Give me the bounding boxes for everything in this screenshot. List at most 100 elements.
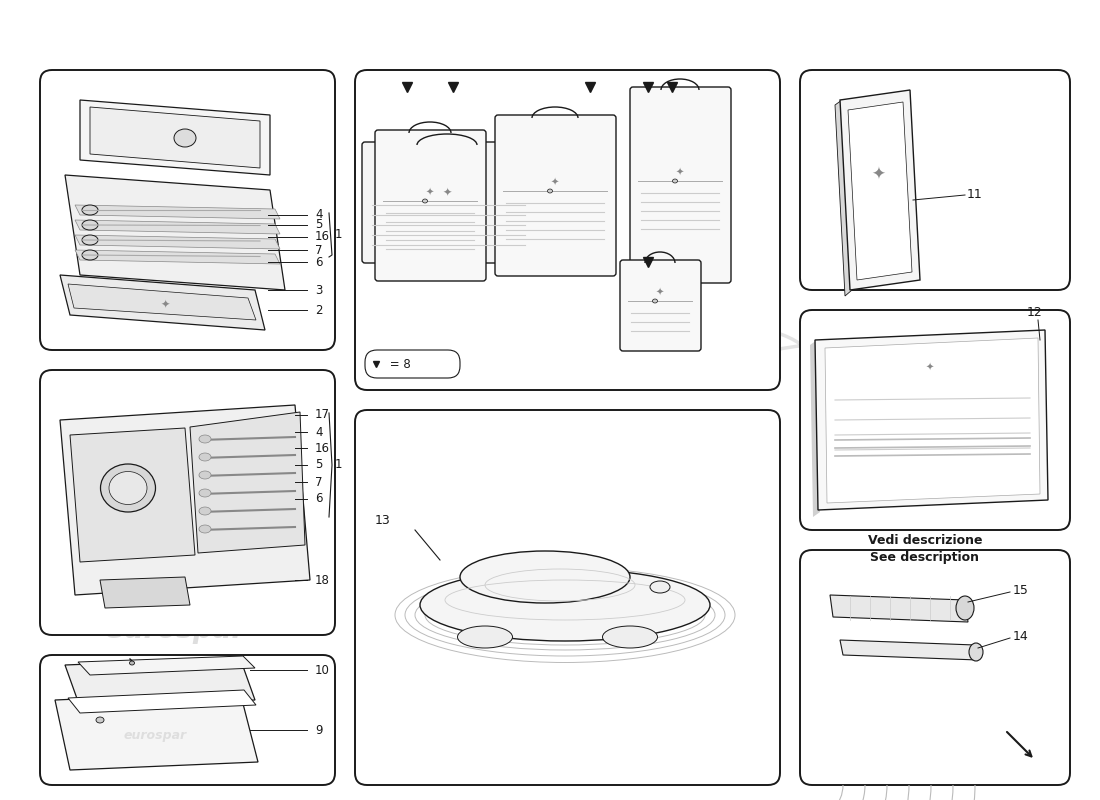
Text: 17: 17: [315, 409, 330, 422]
Text: ✦: ✦: [161, 300, 169, 310]
FancyBboxPatch shape: [800, 70, 1070, 290]
Text: 18: 18: [315, 574, 330, 586]
Text: ✦: ✦: [442, 188, 452, 198]
Ellipse shape: [650, 581, 670, 593]
Ellipse shape: [96, 717, 104, 723]
Ellipse shape: [82, 235, 98, 245]
Polygon shape: [70, 428, 195, 562]
Text: 6: 6: [315, 493, 322, 506]
Polygon shape: [840, 90, 920, 290]
Ellipse shape: [652, 299, 658, 303]
Text: 10: 10: [315, 663, 330, 677]
FancyBboxPatch shape: [375, 130, 486, 281]
FancyBboxPatch shape: [800, 550, 1070, 785]
Polygon shape: [68, 690, 256, 713]
Polygon shape: [75, 235, 280, 249]
Text: See description: See description: [870, 551, 979, 565]
Ellipse shape: [672, 179, 678, 183]
Ellipse shape: [109, 471, 147, 505]
Polygon shape: [830, 595, 968, 622]
Text: eurospar: eurospar: [104, 251, 245, 279]
Ellipse shape: [199, 471, 211, 479]
Polygon shape: [60, 275, 265, 330]
Text: = 8: = 8: [386, 358, 410, 370]
Text: 4: 4: [315, 209, 322, 222]
Text: Vedi descrizione: Vedi descrizione: [868, 534, 982, 546]
FancyBboxPatch shape: [365, 350, 460, 378]
Text: 7: 7: [315, 475, 322, 489]
Polygon shape: [840, 640, 978, 660]
Ellipse shape: [420, 569, 710, 641]
Ellipse shape: [460, 551, 630, 603]
Text: ✦: ✦: [426, 188, 434, 198]
Ellipse shape: [82, 250, 98, 260]
Text: 16: 16: [315, 230, 330, 243]
FancyBboxPatch shape: [362, 142, 534, 263]
Text: 3: 3: [315, 283, 322, 297]
Ellipse shape: [199, 435, 211, 443]
Ellipse shape: [100, 464, 155, 512]
Text: eurospar: eurospar: [104, 616, 245, 644]
FancyBboxPatch shape: [800, 310, 1070, 530]
Text: ✦: ✦: [656, 288, 664, 298]
Ellipse shape: [969, 643, 983, 661]
Ellipse shape: [130, 661, 134, 665]
FancyBboxPatch shape: [40, 70, 336, 350]
FancyBboxPatch shape: [40, 370, 336, 635]
Text: 14: 14: [1013, 630, 1028, 642]
Text: eurospar: eurospar: [478, 355, 632, 385]
Ellipse shape: [548, 189, 552, 193]
Text: eurospar: eurospar: [104, 416, 245, 444]
Ellipse shape: [199, 489, 211, 497]
Ellipse shape: [82, 220, 98, 230]
Ellipse shape: [199, 453, 211, 461]
Polygon shape: [100, 577, 190, 608]
Polygon shape: [55, 692, 258, 770]
Text: 4: 4: [315, 426, 322, 438]
Polygon shape: [810, 340, 820, 517]
Text: 1: 1: [336, 458, 342, 471]
Text: ✦: ✦: [926, 363, 934, 373]
FancyBboxPatch shape: [40, 655, 336, 785]
Ellipse shape: [82, 205, 98, 215]
FancyBboxPatch shape: [620, 260, 701, 351]
Text: eurospar: eurospar: [478, 586, 632, 614]
Ellipse shape: [199, 507, 211, 515]
Ellipse shape: [603, 626, 658, 648]
Polygon shape: [60, 405, 310, 595]
Polygon shape: [190, 412, 305, 553]
Polygon shape: [835, 100, 852, 296]
Text: eurospar: eurospar: [123, 729, 187, 742]
Text: ✦: ✦: [551, 178, 559, 188]
Text: 16: 16: [315, 442, 330, 454]
Polygon shape: [825, 338, 1040, 503]
Polygon shape: [65, 175, 285, 290]
Text: ✦: ✦: [871, 166, 884, 184]
FancyBboxPatch shape: [355, 70, 780, 390]
Ellipse shape: [422, 199, 428, 203]
Polygon shape: [848, 102, 912, 280]
Ellipse shape: [956, 596, 974, 620]
FancyBboxPatch shape: [495, 115, 616, 276]
Text: 11: 11: [967, 189, 982, 202]
FancyBboxPatch shape: [630, 87, 732, 283]
Text: 5: 5: [315, 218, 322, 231]
Text: 13: 13: [374, 514, 390, 526]
Polygon shape: [815, 330, 1048, 510]
Text: 7: 7: [315, 243, 322, 257]
Text: ✦: ✦: [675, 168, 684, 178]
Polygon shape: [75, 220, 280, 234]
Text: 5: 5: [315, 458, 322, 471]
Ellipse shape: [174, 129, 196, 147]
Polygon shape: [65, 658, 255, 707]
Text: 9: 9: [315, 723, 322, 737]
Text: 12: 12: [1027, 306, 1043, 318]
Polygon shape: [90, 107, 260, 168]
FancyBboxPatch shape: [355, 410, 780, 785]
Polygon shape: [68, 284, 256, 320]
Text: eurospar: eurospar: [827, 618, 953, 642]
Text: 1: 1: [336, 229, 342, 242]
Polygon shape: [78, 656, 255, 675]
Polygon shape: [75, 250, 280, 264]
Ellipse shape: [458, 626, 513, 648]
